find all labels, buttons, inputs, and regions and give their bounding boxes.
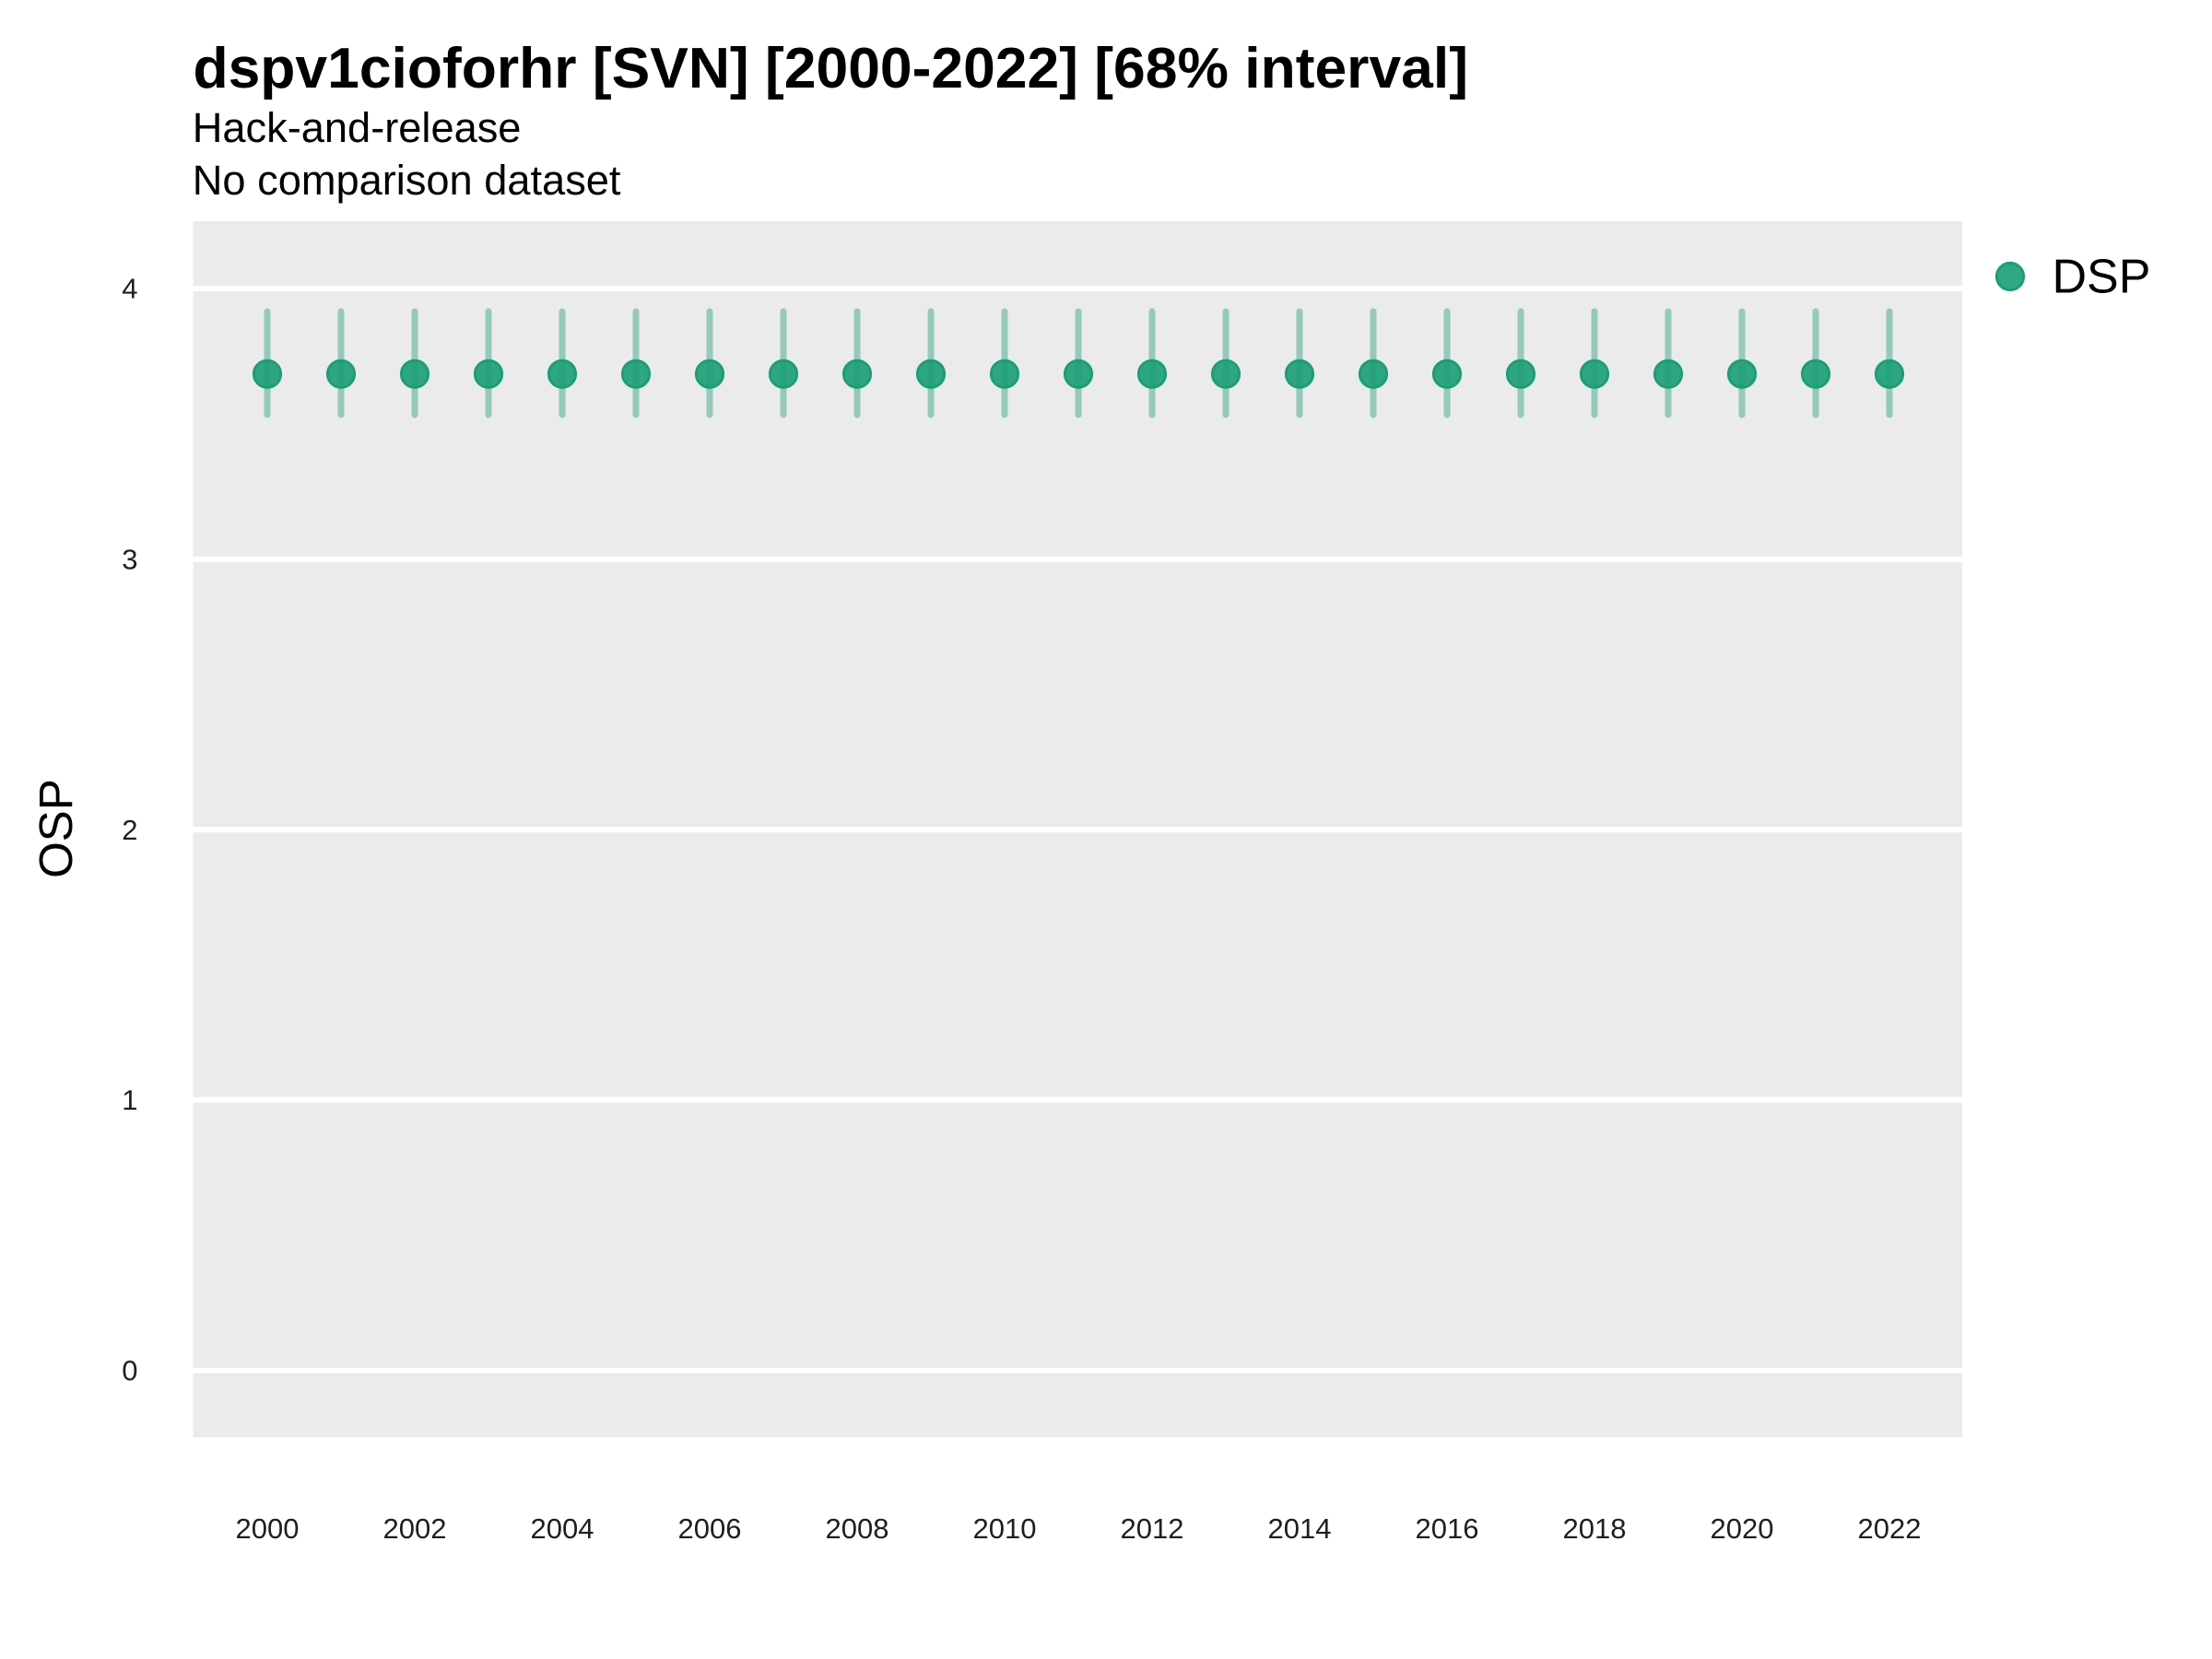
svg-text:2022: 2022: [1858, 1512, 1922, 1545]
svg-text:0: 0: [122, 1355, 137, 1387]
svg-text:dspv1cioforhr [SVN] [2000-2022: dspv1cioforhr [SVN] [2000-2022] [68% int…: [194, 37, 1468, 100]
svg-text:2: 2: [122, 814, 137, 846]
svg-text:Hack-and-release: Hack-and-release: [193, 104, 522, 151]
svg-text:2006: 2006: [678, 1512, 742, 1545]
svg-text:3: 3: [122, 543, 137, 575]
svg-text:2018: 2018: [1563, 1512, 1627, 1545]
svg-text:2002: 2002: [383, 1512, 447, 1545]
svg-text:2012: 2012: [1121, 1512, 1184, 1545]
svg-text:4: 4: [122, 273, 137, 305]
svg-text:2010: 2010: [973, 1512, 1037, 1545]
svg-text:2008: 2008: [826, 1512, 889, 1545]
svg-text:2000: 2000: [236, 1512, 300, 1545]
svg-text:2016: 2016: [1416, 1512, 1479, 1545]
svg-text:No comparison dataset: No comparison dataset: [193, 157, 621, 204]
svg-text:1: 1: [122, 1084, 137, 1116]
svg-text:2004: 2004: [531, 1512, 594, 1545]
svg-text:2020: 2020: [1711, 1512, 1774, 1545]
svg-text:2014: 2014: [1268, 1512, 1332, 1545]
svg-text:OSP: OSP: [29, 779, 82, 878]
svg-text:DSP: DSP: [2053, 251, 2151, 304]
